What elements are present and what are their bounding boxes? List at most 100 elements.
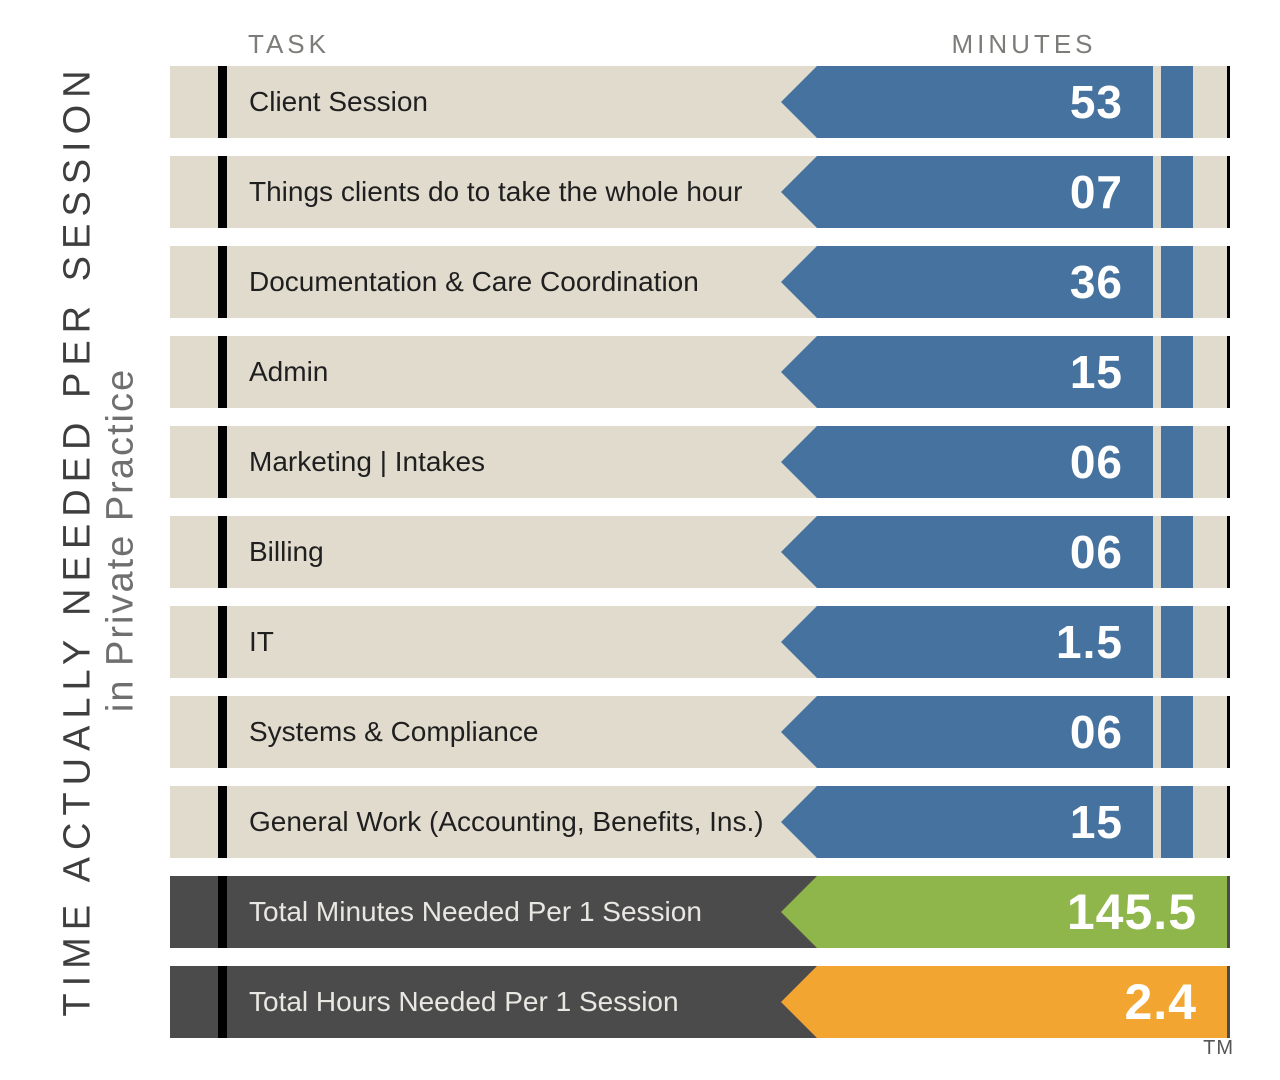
value-arrow: 145.5: [817, 876, 1227, 948]
table-row: Admin 15: [170, 336, 1230, 408]
row-stub: [170, 966, 218, 1038]
value-arrow: 15: [817, 336, 1153, 408]
value-cap-gap: [1153, 516, 1161, 588]
value-cap: [1161, 696, 1193, 768]
task-label: Client Session: [227, 66, 817, 138]
value-cap: [1161, 426, 1193, 498]
table-row: General Work (Accounting, Benefits, Ins.…: [170, 786, 1230, 858]
value-arrow: 06: [817, 426, 1153, 498]
row-endline: [1227, 516, 1230, 588]
row-endline: [1227, 156, 1230, 228]
value-cell: 06: [817, 516, 1230, 588]
value-arrow: 36: [817, 246, 1153, 318]
value-arrow: 06: [817, 696, 1153, 768]
task-label: Marketing | Intakes: [227, 426, 817, 498]
value-arrow: 1.5: [817, 606, 1153, 678]
value-cap-gap: [1153, 66, 1161, 138]
value-text: 06: [1070, 705, 1123, 759]
value-cell: 06: [817, 696, 1230, 768]
header-minutes: MINUTES: [818, 29, 1230, 60]
row-stub: [170, 156, 218, 228]
row-stub: [170, 876, 218, 948]
value-cap-gap: [1153, 696, 1161, 768]
row-endline: [1227, 786, 1230, 858]
value-text: 145.5: [1067, 883, 1197, 941]
value-cap: [1161, 516, 1193, 588]
value-cell: 53: [817, 66, 1230, 138]
table-row: Things clients do to take the whole hour…: [170, 156, 1230, 228]
value-cap-gap: [1153, 426, 1161, 498]
title-line-2: in Private Practice: [100, 63, 143, 1016]
value-cap-gap: [1153, 786, 1161, 858]
value-cap: [1161, 66, 1193, 138]
row-endline: [1227, 246, 1230, 318]
task-label: Admin: [227, 336, 817, 408]
vertical-title: TIME ACTUALLY NEEDED PER SESSION in Priv…: [40, 20, 160, 1060]
value-arrow: 07: [817, 156, 1153, 228]
table-row: IT 1.5: [170, 606, 1230, 678]
value-arrow: 06: [817, 516, 1153, 588]
row-stub: [170, 336, 218, 408]
value-text: 06: [1070, 525, 1123, 579]
task-label: Systems & Compliance: [227, 696, 817, 768]
table-row: Marketing | Intakes 06: [170, 426, 1230, 498]
value-cell: 145.5: [817, 876, 1230, 948]
row-stub: [170, 696, 218, 768]
value-cap: [1161, 156, 1193, 228]
value-cell: 06: [817, 426, 1230, 498]
value-arrow: 15: [817, 786, 1153, 858]
table-row: Systems & Compliance 06: [170, 696, 1230, 768]
value-cell: 2.4: [817, 966, 1230, 1038]
row-stub: [170, 426, 218, 498]
value-cell: 07: [817, 156, 1230, 228]
task-label: Billing: [227, 516, 817, 588]
value-text: 15: [1070, 795, 1123, 849]
row-stub: [170, 66, 218, 138]
row-stub: [170, 786, 218, 858]
task-table: TASK MINUTES Client Session 53 Things clie…: [170, 20, 1230, 1038]
value-cap-gap: [1153, 156, 1161, 228]
row-endline: [1227, 336, 1230, 408]
value-text: 2.4: [1124, 973, 1197, 1031]
header-task: TASK: [170, 29, 818, 60]
task-label: Documentation & Care Coordination: [227, 246, 817, 318]
value-cell: 36: [817, 246, 1230, 318]
table-row: Total Hours Needed Per 1 Session 2.4: [170, 966, 1230, 1038]
table-row: Client Session 53: [170, 66, 1230, 138]
value-arrow: 53: [817, 66, 1153, 138]
table-row: Documentation & Care Coordination 36: [170, 246, 1230, 318]
value-cap-gap: [1153, 606, 1161, 678]
title-line-1: TIME ACTUALLY NEEDED PER SESSION: [57, 63, 100, 1016]
value-cap: [1161, 246, 1193, 318]
row-endline: [1227, 66, 1230, 138]
table-headers: TASK MINUTES: [170, 20, 1230, 66]
value-text: 53: [1070, 75, 1123, 129]
row-endline: [1227, 606, 1230, 678]
row-endline: [1227, 426, 1230, 498]
value-text: 07: [1070, 165, 1123, 219]
value-text: 36: [1070, 255, 1123, 309]
value-text: 06: [1070, 435, 1123, 489]
table-row: Total Minutes Needed Per 1 Session 145.5: [170, 876, 1230, 948]
value-cell: 15: [817, 336, 1230, 408]
value-cell: 1.5: [817, 606, 1230, 678]
value-cap: [1161, 786, 1193, 858]
value-cap-gap: [1153, 246, 1161, 318]
value-text: 15: [1070, 345, 1123, 399]
task-label: General Work (Accounting, Benefits, Ins.…: [227, 786, 817, 858]
infographic-canvas: TIME ACTUALLY NEEDED PER SESSION in Priv…: [40, 20, 1240, 1060]
row-stub: [170, 246, 218, 318]
table-rows: Client Session 53 Things clients do to tak…: [170, 66, 1230, 1038]
task-label: Total Hours Needed Per 1 Session: [227, 966, 817, 1038]
task-label: IT: [227, 606, 817, 678]
table-row: Billing 06: [170, 516, 1230, 588]
value-text: 1.5: [1056, 615, 1123, 669]
value-cap: [1161, 606, 1193, 678]
value-cap: [1161, 336, 1193, 408]
row-stub: [170, 516, 218, 588]
row-stub: [170, 606, 218, 678]
row-endline: [1227, 696, 1230, 768]
task-label: Total Minutes Needed Per 1 Session: [227, 876, 817, 948]
task-label: Things clients do to take the whole hour: [227, 156, 817, 228]
value-arrow: 2.4: [817, 966, 1227, 1038]
